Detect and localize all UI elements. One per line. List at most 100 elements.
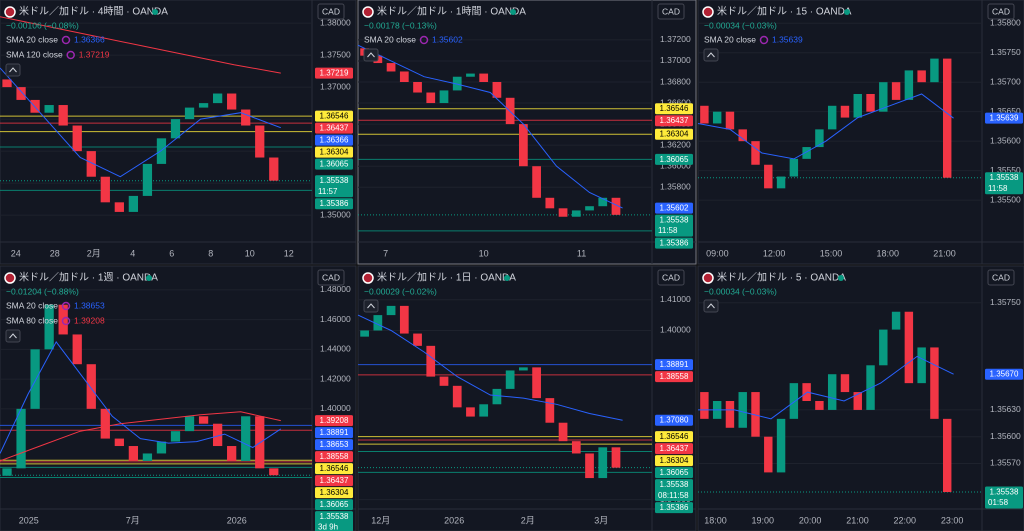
indicator-settings[interactable] xyxy=(419,35,429,45)
price-tag-label: 1.35386 xyxy=(660,503,689,512)
x-tick-label: 11 xyxy=(577,248,586,258)
price-tag-label: 1.35538 xyxy=(320,512,349,521)
price-tag xyxy=(655,359,693,371)
candle xyxy=(815,400,824,410)
collapse-icon[interactable] xyxy=(707,52,715,58)
currency-label[interactable]: CAD xyxy=(662,272,680,282)
price-tag-label: 1.36065 xyxy=(320,160,349,169)
candle xyxy=(853,93,862,118)
candle xyxy=(725,111,735,130)
collapse-button[interactable] xyxy=(703,299,719,313)
price-tag xyxy=(655,414,693,426)
price-tag-label: 1.36546 xyxy=(660,104,689,113)
currency-label[interactable]: CAD xyxy=(992,6,1010,16)
price-tag xyxy=(655,479,693,502)
y-tick-label: 1.35630 xyxy=(990,404,1021,414)
candle xyxy=(571,210,581,217)
currency-label[interactable]: CAD xyxy=(992,272,1010,282)
price-tag-label: 1.36065 xyxy=(660,155,689,164)
candle xyxy=(585,206,594,211)
candle xyxy=(904,70,914,100)
collapse-icon[interactable] xyxy=(367,303,375,309)
price-tag-label: 1.36304 xyxy=(320,488,349,497)
candle xyxy=(815,129,824,148)
currency-button[interactable] xyxy=(657,269,685,286)
currency-button[interactable] xyxy=(317,269,345,286)
candle xyxy=(128,446,139,461)
currency-label[interactable]: CAD xyxy=(322,6,340,16)
chart-panel: 1.350001.355001.360001.365001.370001.375… xyxy=(0,0,357,265)
price-tag xyxy=(655,214,693,237)
indicator-settings[interactable] xyxy=(61,301,71,311)
candle xyxy=(738,392,747,428)
price-tag xyxy=(315,122,353,134)
y-tick-label: 1.38000 xyxy=(320,17,351,27)
y-tick-label: 1.42000 xyxy=(320,373,351,383)
currency-button[interactable] xyxy=(657,3,685,20)
candle xyxy=(114,202,124,212)
y-tick-label: 1.37500 xyxy=(320,49,351,59)
price-tag xyxy=(985,112,1023,124)
indicator-value: 1.37219 xyxy=(79,49,110,59)
indicator-settings[interactable] xyxy=(759,35,769,45)
currency-button[interactable] xyxy=(317,3,345,20)
candle xyxy=(44,105,54,113)
collapse-button[interactable] xyxy=(363,299,379,313)
price-tag xyxy=(315,499,353,511)
indicator-settings[interactable] xyxy=(66,50,75,60)
x-tick-label: 18:00 xyxy=(876,248,899,258)
symbol-flag xyxy=(362,6,374,18)
collapse-button[interactable] xyxy=(5,329,21,343)
price-tag-label: 1.36546 xyxy=(660,432,689,441)
candle xyxy=(227,93,237,110)
candle xyxy=(879,329,888,366)
status-dot xyxy=(510,9,517,15)
price-tag-label: 1.36437 xyxy=(660,116,689,125)
price-tag xyxy=(655,467,693,479)
price-tag xyxy=(985,486,1023,509)
currency-label[interactable]: CAD xyxy=(322,272,340,282)
candle xyxy=(100,176,110,203)
price-tag xyxy=(655,237,693,249)
price-tag xyxy=(315,110,353,122)
candle xyxy=(86,364,96,409)
x-tick-label: 21:00 xyxy=(933,248,956,258)
collapse-button[interactable] xyxy=(5,63,21,77)
candle xyxy=(942,418,952,493)
price-tag-label: 1.38891 xyxy=(660,360,689,369)
candle xyxy=(942,58,952,178)
x-tick-label: 4 xyxy=(130,248,135,258)
candle xyxy=(492,388,502,405)
symbol-title: 米ドル／加ドル · 1日 · OANDA xyxy=(377,271,516,284)
currency-button[interactable] xyxy=(987,269,1015,286)
collapse-icon[interactable] xyxy=(707,303,715,309)
currency-label[interactable]: CAD xyxy=(662,6,680,16)
collapse-icon[interactable] xyxy=(9,67,17,73)
indicator-settings[interactable] xyxy=(61,35,71,45)
indicator-value: 1.35602 xyxy=(432,34,463,44)
price-tag-label: 1.36304 xyxy=(660,130,689,139)
price-tag xyxy=(315,67,353,79)
status-dot xyxy=(504,275,510,281)
price-tag xyxy=(315,134,353,146)
y-tick-label: 1.35700 xyxy=(990,76,1021,86)
countdown: 11:57 xyxy=(318,187,338,196)
candle xyxy=(930,58,939,83)
candle xyxy=(360,330,369,337)
symbol-flag xyxy=(4,272,16,284)
x-tick-label: 8 xyxy=(208,248,213,258)
y-tick-label: 1.40000 xyxy=(660,325,691,335)
candle xyxy=(184,107,195,120)
collapse-icon[interactable] xyxy=(9,333,17,339)
collapse-button[interactable] xyxy=(703,48,719,62)
y-tick-label: 1.35600 xyxy=(990,431,1021,441)
collapse-icon[interactable] xyxy=(367,52,375,58)
candle xyxy=(545,398,555,423)
status-dot xyxy=(837,275,844,281)
currency-button[interactable] xyxy=(987,3,1015,20)
price-change: −0.00029 (−0.02%) xyxy=(364,286,437,296)
collapse-button[interactable] xyxy=(363,48,379,62)
candle xyxy=(917,347,926,384)
indicator-settings[interactable] xyxy=(61,316,71,326)
candle xyxy=(114,438,124,447)
